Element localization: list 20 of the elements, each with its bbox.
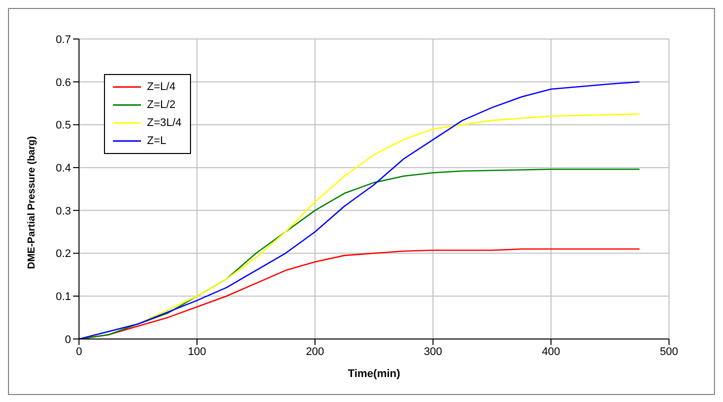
x-tick-label: 200 [306, 346, 324, 358]
legend-label: Z=L/4 [147, 80, 176, 95]
y-tick-label: 0.6 [56, 76, 71, 89]
y-tick-label: 0.7 [56, 34, 71, 46]
y-tick-label: 0.4 [56, 162, 71, 174]
y-tick-label: 0 [64, 334, 71, 346]
x-tick-label: 0 [76, 346, 82, 358]
x-tick-label: 400 [542, 346, 560, 358]
x-tick-label: 500 [660, 346, 678, 358]
legend-label: Z=L/2 [147, 98, 176, 113]
legend-label: Z=L [147, 134, 166, 149]
legend-label: Z=3L/4 [147, 116, 182, 131]
x-axis-title: Time(min) [348, 368, 401, 380]
y-tick-label: 0.5 [56, 120, 71, 132]
y-tick-label: 0.3 [56, 205, 71, 218]
y-axis-title: DME-Partial Pressure (barg) [26, 136, 38, 269]
x-tick-label: 300 [424, 346, 442, 358]
y-tick-label: 0.2 [56, 248, 71, 260]
x-tick-label: 100 [188, 346, 206, 358]
y-tick-label: 0.1 [56, 291, 71, 304]
